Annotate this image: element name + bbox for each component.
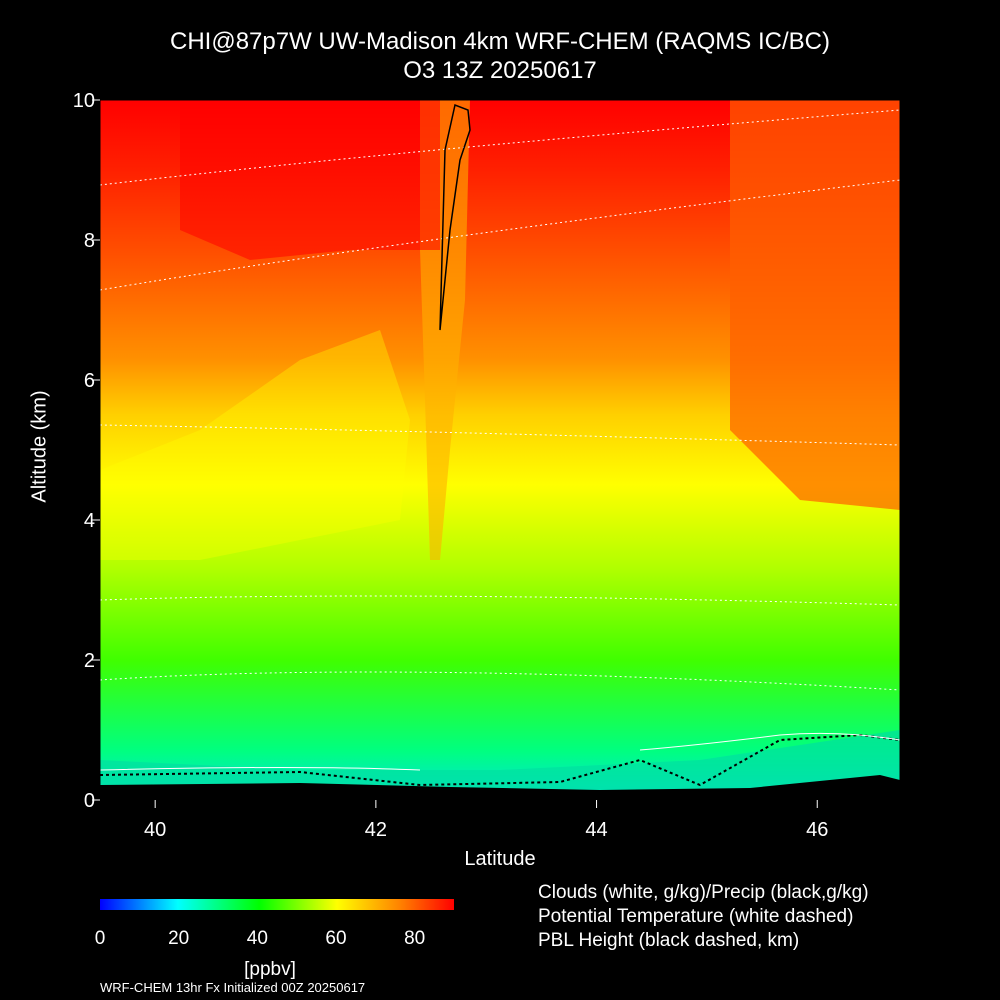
o3-high-region-north (730, 100, 900, 510)
terrain (100, 775, 900, 800)
o3-low-boundary-layer (100, 730, 900, 800)
y-tick-label: 8 (84, 230, 95, 252)
colorbar (100, 899, 454, 910)
chart-title-line2: O3 13Z 20250617 (403, 57, 597, 84)
colorbar-tick-label: 0 (94, 928, 106, 949)
theta-contour-330 (100, 109, 900, 186)
colorbar-tick-label: 20 (168, 928, 190, 949)
precip-contour (439, 103, 471, 331)
y-tick-label: 2 (84, 650, 95, 672)
y-tick-label: 4 (84, 510, 95, 532)
legend-clouds-precip: Clouds (white, g/kg)/Precip (black,g/kg) (538, 882, 869, 903)
footer-note: WRF-CHEM 13hr Fx Initialized 00Z 2025061… (100, 980, 366, 995)
colorbar-tick-label: 60 (325, 928, 347, 949)
legend-pbl-height: PBL Height (black dashed, km) (538, 930, 800, 951)
chart-title-line1: CHI@87p7W UW-Madison 4km WRF-CHEM (RAQMS… (170, 28, 830, 55)
x-tick-label: 44 (585, 819, 607, 841)
x-axis: 40 42 44 46 (144, 800, 828, 841)
y-tick-label: 6 (84, 370, 95, 392)
pbl-height-line (100, 733, 900, 787)
colorbar-tick-label: 40 (246, 928, 268, 949)
colorbar-units: [ppbv] (244, 959, 296, 980)
theta-contour-300 (100, 595, 900, 606)
theta-contour-290 (100, 671, 900, 691)
y-axis-label: Altitude (km) (28, 390, 51, 503)
colorbar-tick-label: 80 (404, 928, 426, 949)
x-axis-label: Latitude (464, 848, 536, 870)
o3-yellow-bulge (100, 330, 410, 560)
cloud-contour (100, 732, 900, 771)
y-axis: 0 2 4 6 8 10 (73, 90, 100, 812)
theta-contour-310 (100, 424, 900, 446)
y-tick-label: 0 (84, 790, 95, 812)
theta-contour-320 (100, 179, 900, 291)
legend-potential-temperature: Potential Temperature (white dashed) (538, 906, 854, 927)
x-tick-label: 46 (806, 819, 828, 841)
x-tick-label: 40 (144, 819, 166, 841)
plot-frame (99, 99, 901, 801)
x-tick-label: 42 (365, 819, 387, 841)
y-tick-label: 10 (73, 90, 95, 112)
o3-red-upper-left (180, 100, 440, 260)
